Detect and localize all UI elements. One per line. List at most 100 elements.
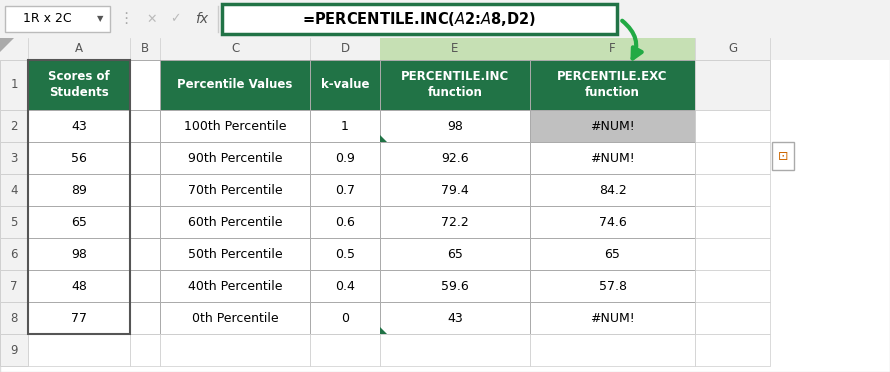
Bar (530, 238, 695, 270)
Bar (310, 206, 380, 238)
Text: ▼: ▼ (97, 15, 103, 23)
Text: A: A (75, 42, 83, 55)
Bar (0, 174, 28, 206)
Text: F: F (609, 42, 616, 55)
Bar (530, 142, 695, 174)
Bar (130, 302, 160, 334)
Bar (310, 60, 380, 110)
Bar (0, 110, 28, 142)
Polygon shape (380, 327, 387, 334)
Text: #NUM!: #NUM! (590, 119, 635, 132)
Text: =PERCENTILE.INC($A$2:$A$8,D2): =PERCENTILE.INC($A$2:$A$8,D2) (303, 10, 537, 28)
Bar (695, 142, 770, 174)
Bar (530, 334, 695, 366)
Bar (380, 110, 530, 142)
Text: 8: 8 (11, 311, 18, 324)
Bar (160, 302, 310, 334)
Bar (695, 174, 770, 206)
Text: 56: 56 (71, 151, 87, 164)
Polygon shape (0, 38, 14, 52)
Bar (380, 302, 530, 334)
Bar (0, 238, 28, 270)
Bar (160, 110, 310, 142)
Text: ⊡: ⊡ (778, 150, 789, 163)
Polygon shape (380, 135, 387, 142)
Text: 0.7: 0.7 (335, 183, 355, 196)
Bar (380, 206, 530, 238)
Text: 89: 89 (71, 183, 87, 196)
Text: 0: 0 (341, 311, 349, 324)
Text: 98: 98 (71, 247, 87, 260)
Bar (695, 206, 770, 238)
Text: 100th Percentile: 100th Percentile (183, 119, 287, 132)
Text: ✓: ✓ (170, 13, 181, 26)
Text: 0.9: 0.9 (335, 151, 355, 164)
Bar (28, 60, 130, 110)
Text: 84.2: 84.2 (599, 183, 627, 196)
Text: 6: 6 (11, 247, 18, 260)
Text: 57.8: 57.8 (598, 279, 627, 292)
Text: ⋮: ⋮ (118, 12, 134, 26)
Bar (0, 60, 28, 110)
Bar (160, 60, 310, 110)
Bar (0, 206, 28, 238)
Bar (28, 60, 130, 334)
Bar (130, 238, 160, 270)
Bar (380, 174, 530, 206)
Text: 0.5: 0.5 (335, 247, 355, 260)
Text: 43: 43 (447, 311, 463, 324)
Bar (160, 142, 310, 174)
Bar (530, 60, 695, 110)
Bar (530, 206, 695, 238)
Text: 98: 98 (447, 119, 463, 132)
Text: 65: 65 (447, 247, 463, 260)
Bar (160, 238, 310, 270)
Bar (28, 110, 130, 142)
Bar (310, 142, 380, 174)
Bar (380, 334, 530, 366)
Bar (160, 270, 310, 302)
Text: 9: 9 (11, 343, 18, 356)
Bar (695, 110, 770, 142)
Bar (28, 206, 130, 238)
Bar (130, 174, 160, 206)
Bar (530, 110, 695, 142)
Text: 1: 1 (341, 119, 349, 132)
FancyArrowPatch shape (622, 21, 642, 58)
Text: G: G (728, 42, 737, 55)
Bar (160, 334, 310, 366)
Text: fx: fx (196, 12, 208, 26)
Text: E: E (451, 42, 458, 55)
Text: 77: 77 (71, 311, 87, 324)
Bar (310, 334, 380, 366)
Bar (380, 142, 530, 174)
Bar (28, 174, 130, 206)
Text: 7: 7 (11, 279, 18, 292)
Bar (130, 206, 160, 238)
Text: 60th Percentile: 60th Percentile (188, 215, 282, 228)
Text: 0.6: 0.6 (335, 215, 355, 228)
Bar (28, 302, 130, 334)
Text: 1: 1 (11, 78, 18, 92)
Text: 0th Percentile: 0th Percentile (191, 311, 279, 324)
Bar (130, 270, 160, 302)
Bar (5, 6, 110, 32)
Bar (530, 302, 695, 334)
Text: 0.4: 0.4 (335, 279, 355, 292)
Bar (28, 142, 130, 174)
Text: 4: 4 (11, 183, 18, 196)
Text: 90th Percentile: 90th Percentile (188, 151, 282, 164)
Bar (695, 302, 770, 334)
Bar (530, 174, 695, 206)
Text: PERCENTILE.INC
function: PERCENTILE.INC function (400, 71, 509, 99)
Text: 40th Percentile: 40th Percentile (188, 279, 282, 292)
Text: D: D (341, 42, 350, 55)
Bar (130, 142, 160, 174)
Text: 2: 2 (11, 119, 18, 132)
Bar (160, 174, 310, 206)
Bar (695, 334, 770, 366)
Text: ✕: ✕ (147, 13, 158, 26)
Text: #NUM!: #NUM! (590, 311, 635, 324)
Text: 43: 43 (71, 119, 87, 132)
Bar (0, 302, 28, 334)
